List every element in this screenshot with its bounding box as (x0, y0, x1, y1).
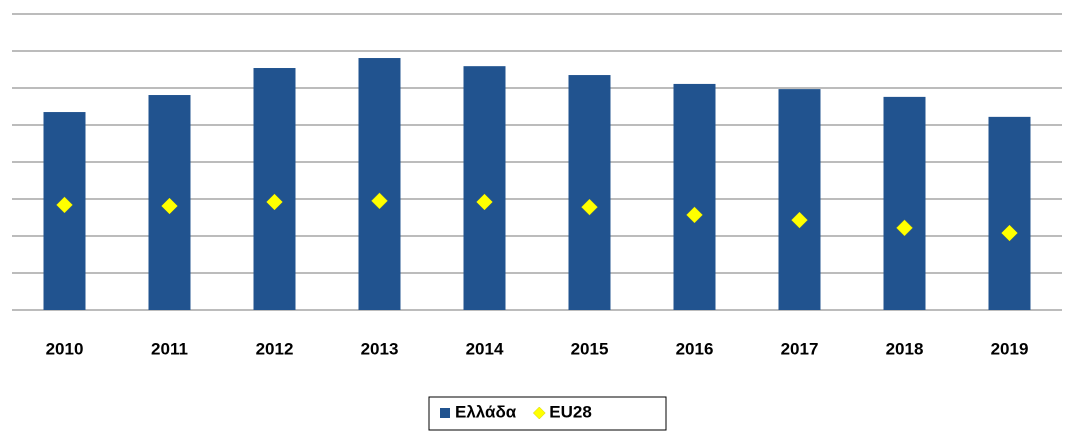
point (266, 193, 283, 211)
x-tick-label: 2014 (466, 339, 504, 358)
bar (253, 68, 296, 311)
legend: Ελλάδα EU28 (428, 396, 667, 431)
legend-swatch (440, 408, 450, 418)
point (371, 192, 388, 210)
x-tick-label: 2011 (151, 339, 188, 358)
x-tick-label: 2018 (886, 339, 924, 358)
point (791, 211, 808, 229)
bar (778, 89, 821, 310)
bar (673, 83, 716, 311)
bar (358, 58, 401, 310)
legend-label: Ελλάδα (455, 402, 517, 421)
x-tick-label: 2017 (781, 339, 819, 358)
x-tick-label: 2010 (46, 339, 84, 358)
x-tick-label: 2013 (361, 339, 399, 358)
bar (988, 116, 1031, 310)
x-tick-label: 2019 (991, 339, 1029, 358)
point (896, 219, 913, 237)
bar (463, 66, 506, 310)
x-tick-label: 2015 (571, 339, 609, 358)
point (1001, 224, 1018, 242)
x-tick-label: 2016 (676, 339, 714, 358)
point (161, 197, 178, 215)
point (476, 193, 493, 211)
point (686, 206, 703, 224)
legend-swatch (532, 406, 546, 420)
point (56, 196, 73, 214)
bar (568, 75, 611, 310)
legend-box (428, 396, 667, 431)
x-tick-label: 2012 (256, 339, 294, 358)
bar (883, 96, 926, 310)
point (581, 198, 598, 216)
legend-label: EU28 (549, 402, 592, 421)
